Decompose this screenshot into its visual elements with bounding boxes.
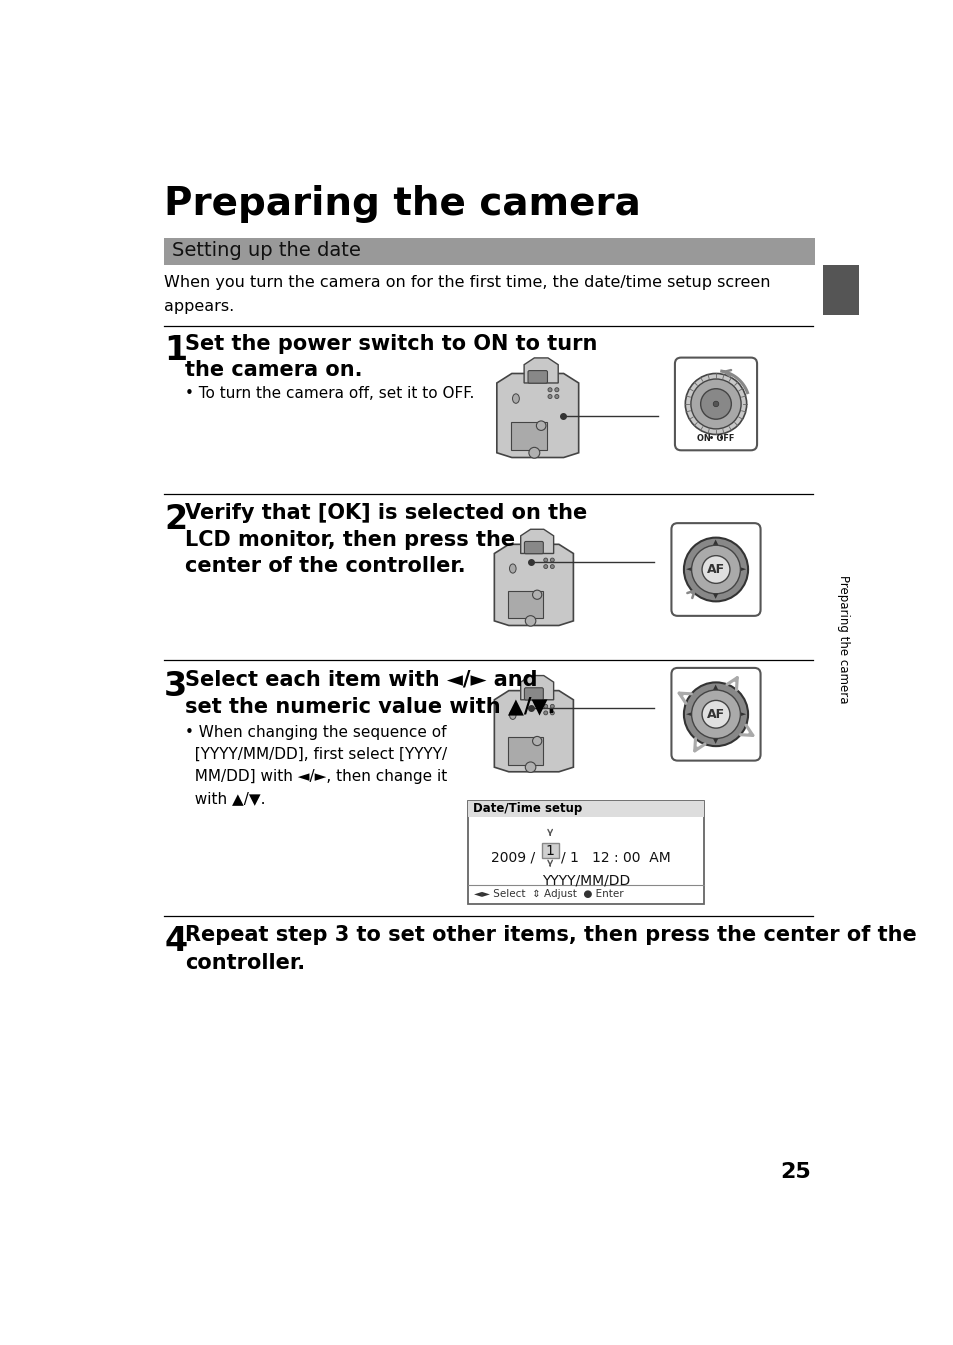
- Circle shape: [701, 701, 729, 728]
- FancyBboxPatch shape: [674, 358, 757, 451]
- Circle shape: [536, 421, 545, 430]
- Circle shape: [683, 682, 747, 746]
- Text: ▲: ▲: [713, 539, 718, 546]
- FancyBboxPatch shape: [511, 421, 546, 451]
- Circle shape: [713, 401, 718, 406]
- Circle shape: [550, 565, 554, 569]
- Polygon shape: [520, 675, 553, 699]
- Circle shape: [550, 558, 554, 562]
- Circle shape: [555, 387, 558, 391]
- Text: 25: 25: [780, 1162, 810, 1182]
- Text: 1: 1: [164, 334, 187, 367]
- FancyBboxPatch shape: [508, 737, 542, 765]
- Text: AF: AF: [706, 564, 724, 576]
- Circle shape: [532, 590, 541, 600]
- Text: 2009 /: 2009 /: [491, 850, 535, 865]
- Circle shape: [700, 389, 731, 420]
- Circle shape: [532, 737, 541, 745]
- Text: Setting up the date: Setting up the date: [172, 242, 360, 261]
- Text: ON  OFF: ON OFF: [697, 434, 734, 443]
- Text: Set the power switch to ON to turn
the camera on.: Set the power switch to ON to turn the c…: [185, 334, 597, 381]
- Text: ►: ►: [740, 712, 745, 717]
- Circle shape: [543, 712, 547, 714]
- Circle shape: [683, 538, 747, 601]
- Text: Preparing the camera: Preparing the camera: [836, 574, 849, 703]
- Circle shape: [550, 705, 554, 709]
- FancyBboxPatch shape: [524, 687, 543, 699]
- Text: ◄: ◄: [685, 566, 691, 573]
- Bar: [164, 238, 815, 265]
- Text: ▲: ▲: [713, 685, 718, 690]
- Circle shape: [547, 394, 552, 398]
- Text: ◄: ◄: [685, 712, 691, 717]
- Text: / 1   12 : 00  AM: / 1 12 : 00 AM: [560, 850, 670, 865]
- Text: 2: 2: [164, 503, 187, 537]
- FancyBboxPatch shape: [524, 542, 543, 554]
- Circle shape: [528, 448, 539, 459]
- Text: Preparing the camera: Preparing the camera: [164, 184, 640, 222]
- Circle shape: [701, 555, 729, 584]
- Circle shape: [690, 379, 740, 429]
- Text: ▼: ▼: [713, 738, 718, 744]
- Bar: [468, 800, 703, 818]
- Text: Date/Time setup: Date/Time setup: [472, 802, 581, 815]
- Circle shape: [543, 558, 547, 562]
- Polygon shape: [520, 530, 553, 554]
- FancyBboxPatch shape: [508, 590, 542, 619]
- Circle shape: [691, 545, 740, 593]
- Text: AF: AF: [706, 707, 724, 721]
- Circle shape: [543, 705, 547, 709]
- Text: Repeat step 3 to set other items, then press the center of the
controller.: Repeat step 3 to set other items, then p…: [185, 925, 916, 974]
- Polygon shape: [523, 358, 558, 383]
- Circle shape: [684, 374, 746, 434]
- Bar: [541, 843, 558, 858]
- Bar: [468, 800, 703, 904]
- Text: Verify that [OK] is selected on the
LCD monitor, then press the
center of the co: Verify that [OK] is selected on the LCD …: [185, 503, 587, 576]
- Circle shape: [555, 394, 558, 398]
- Text: ►: ►: [740, 566, 745, 573]
- Text: ◄► Select  ⇕ Adjust  ● Enter: ◄► Select ⇕ Adjust ● Enter: [474, 889, 623, 898]
- Text: Select each item with ◄/► and
set the numeric value with ▲/▼.: Select each item with ◄/► and set the nu…: [185, 670, 555, 716]
- FancyBboxPatch shape: [527, 371, 547, 383]
- Circle shape: [550, 712, 554, 714]
- FancyBboxPatch shape: [671, 523, 760, 616]
- Text: ▼: ▼: [713, 593, 718, 600]
- Ellipse shape: [509, 564, 516, 573]
- Circle shape: [691, 690, 740, 738]
- Text: 4: 4: [164, 925, 187, 958]
- Ellipse shape: [509, 710, 516, 720]
- Text: • To turn the camera off, set it to OFF.: • To turn the camera off, set it to OFF.: [185, 386, 474, 401]
- Circle shape: [543, 565, 547, 569]
- Text: YYYY/MM/DD: YYYY/MM/DD: [541, 874, 630, 888]
- Polygon shape: [494, 690, 573, 772]
- Polygon shape: [494, 545, 573, 625]
- FancyBboxPatch shape: [671, 668, 760, 761]
- Polygon shape: [497, 374, 578, 457]
- Bar: [822, 265, 858, 315]
- Text: • When changing the sequence of
  [YYYY/MM/DD], first select [YYYY/
  MM/DD] wit: • When changing the sequence of [YYYY/MM…: [185, 725, 447, 807]
- Circle shape: [525, 763, 536, 772]
- Circle shape: [547, 387, 552, 391]
- Text: 1: 1: [545, 843, 554, 858]
- Ellipse shape: [512, 394, 518, 404]
- Circle shape: [525, 616, 536, 627]
- Text: When you turn the camera on for the first time, the date/time setup screen
appea: When you turn the camera on for the firs…: [164, 276, 770, 313]
- Text: 3: 3: [164, 670, 187, 702]
